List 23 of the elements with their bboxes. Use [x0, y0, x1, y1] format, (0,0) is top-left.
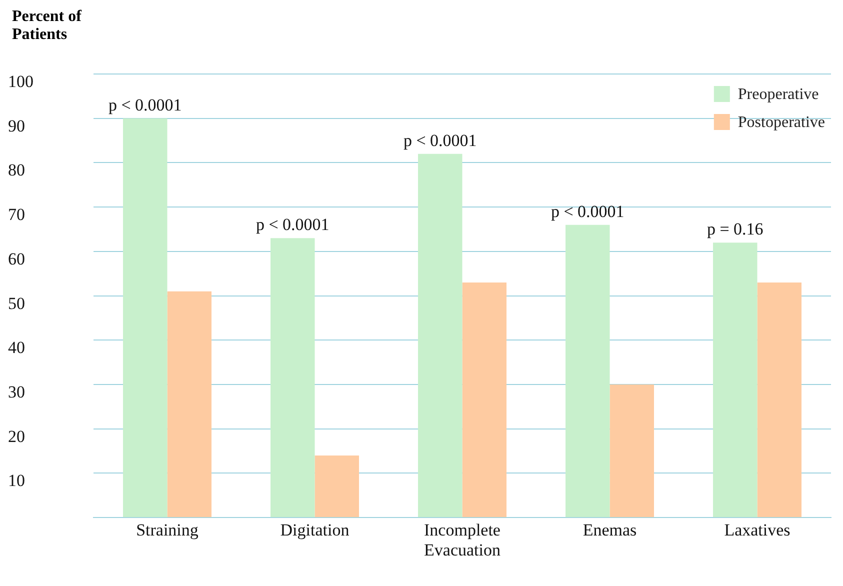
- legend-label: Postoperative: [738, 114, 825, 132]
- y-tick-label: 20: [8, 426, 25, 446]
- annotation: p = 0.16: [706, 220, 764, 239]
- x-tick-label: Incomplete Evacuation: [424, 520, 501, 560]
- y-tick-label: 10: [8, 471, 25, 490]
- x-tick-label: Straining: [136, 520, 199, 540]
- annotation: p < 0.0001: [550, 202, 624, 221]
- y-tick-label: 70: [8, 205, 25, 224]
- y-tick-label: 90: [8, 116, 25, 136]
- y-tick-label: 80: [8, 160, 25, 180]
- x-tick-label: Laxatives: [724, 520, 790, 540]
- x-tick-label: Digitation: [280, 520, 350, 540]
- y-axis-title: Percent of Patients: [12, 8, 83, 44]
- x-tick-label: Enemas: [582, 520, 637, 540]
- annotation: p < 0.0001: [403, 130, 477, 150]
- legend-label: Preoperative: [738, 86, 819, 104]
- y-tick-label: 50: [8, 294, 25, 313]
- annotation: p < 0.0001: [256, 215, 330, 234]
- y-tick-label: 100: [8, 72, 34, 91]
- y-tick-label: 60: [8, 249, 25, 268]
- annotation: p < 0.0001: [108, 95, 182, 114]
- y-tick-label: 30: [8, 382, 25, 402]
- y-tick-label: 40: [8, 338, 25, 358]
